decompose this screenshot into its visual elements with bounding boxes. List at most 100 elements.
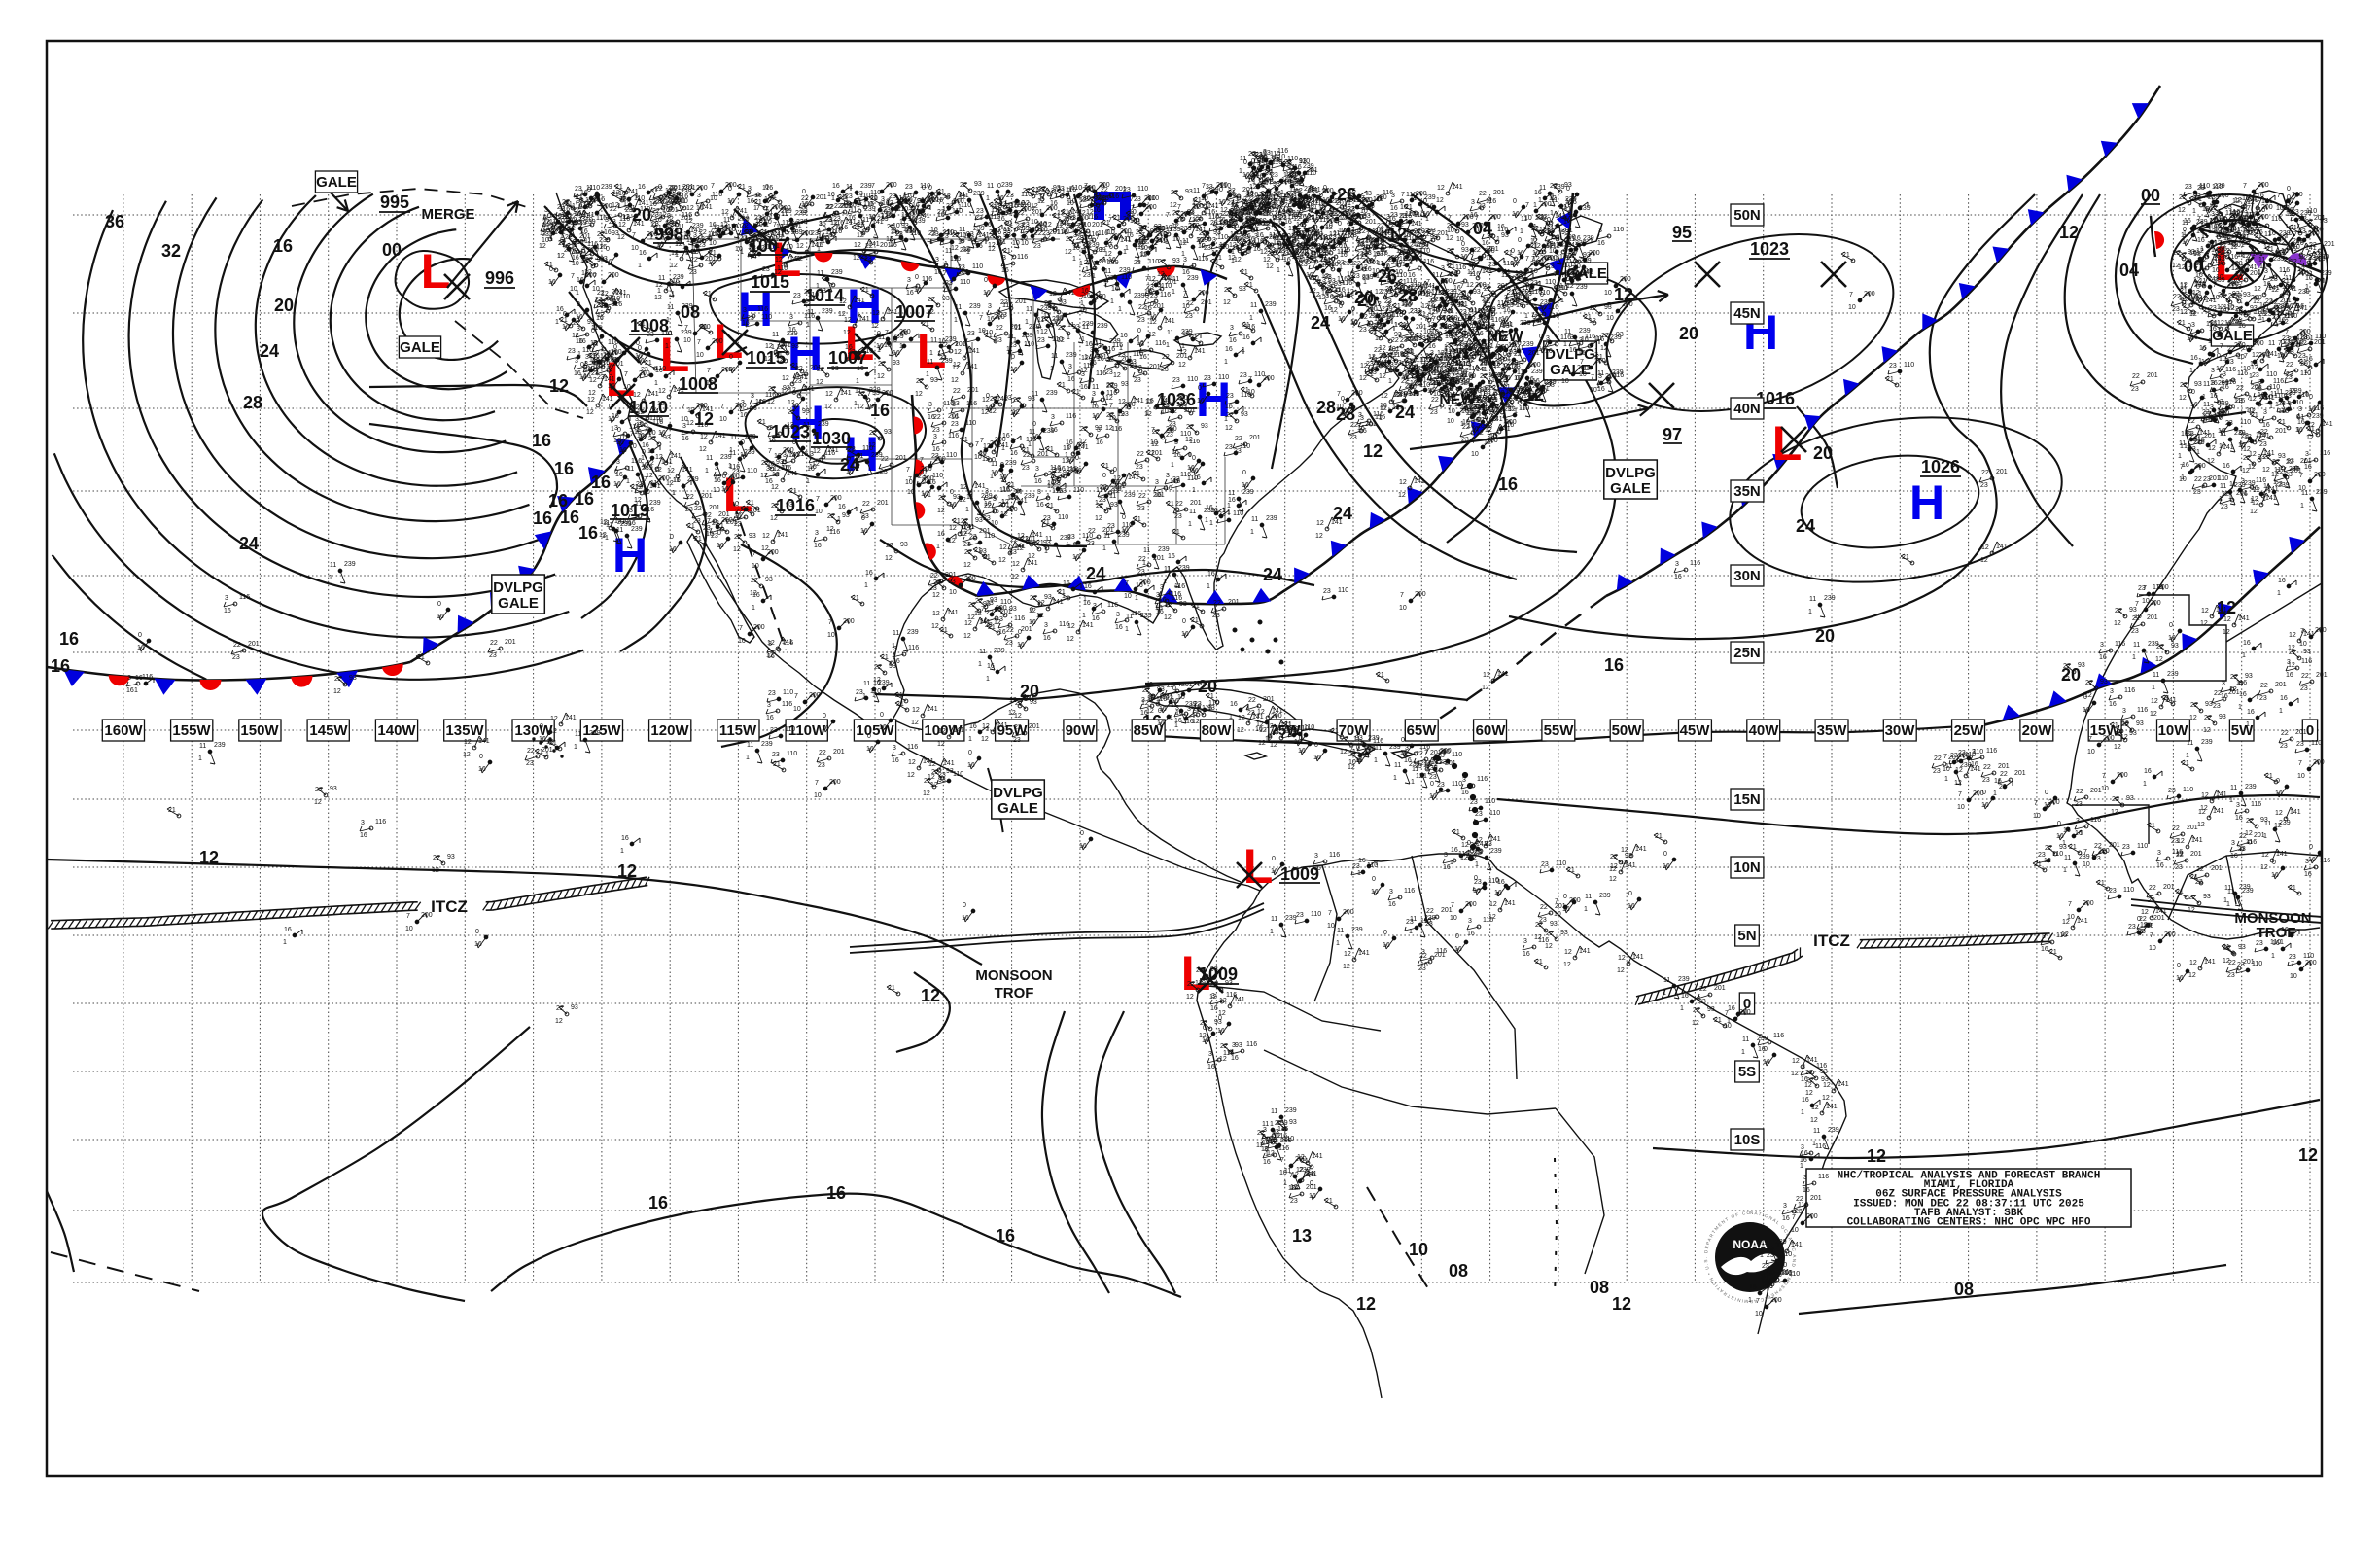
svg-text:30N: 30N xyxy=(1733,568,1761,584)
svg-text:ITCZ: ITCZ xyxy=(431,897,468,916)
svg-text:16: 16 xyxy=(996,1226,1015,1246)
svg-text:35W: 35W xyxy=(1817,722,1848,739)
svg-text:140W: 140W xyxy=(377,722,416,739)
svg-text:28: 28 xyxy=(1316,398,1336,417)
svg-text:08: 08 xyxy=(1590,1278,1609,1297)
svg-text:45N: 45N xyxy=(1733,305,1761,322)
svg-text:24: 24 xyxy=(1796,516,1815,536)
svg-text:45W: 45W xyxy=(1680,722,1711,739)
svg-text:155W: 155W xyxy=(172,722,211,739)
svg-text:50N: 50N xyxy=(1733,207,1761,224)
svg-text:10W: 10W xyxy=(2158,722,2189,739)
svg-text:00: 00 xyxy=(382,240,402,260)
svg-text:80W: 80W xyxy=(1202,722,1233,739)
svg-text:32: 32 xyxy=(161,241,181,261)
svg-text:1023: 1023 xyxy=(1750,239,1789,259)
svg-text:24: 24 xyxy=(260,341,279,361)
svg-text:GALE: GALE xyxy=(1610,480,1651,497)
svg-text:12: 12 xyxy=(1612,1294,1631,1314)
svg-text:28: 28 xyxy=(243,393,262,412)
svg-text:GALE: GALE xyxy=(316,174,357,191)
svg-text:16: 16 xyxy=(273,236,293,256)
svg-text:GALE: GALE xyxy=(498,595,539,612)
svg-text:GALE: GALE xyxy=(998,800,1038,817)
svg-text:16: 16 xyxy=(59,629,79,649)
svg-text:60W: 60W xyxy=(1476,722,1507,739)
svg-text:24: 24 xyxy=(239,534,259,553)
svg-text:20: 20 xyxy=(274,296,294,315)
svg-text:995: 995 xyxy=(380,193,409,212)
svg-text:16: 16 xyxy=(560,508,579,527)
svg-text:24: 24 xyxy=(1263,565,1282,584)
svg-text:12: 12 xyxy=(549,376,569,396)
svg-text:20: 20 xyxy=(1679,324,1698,343)
svg-text:97: 97 xyxy=(1662,425,1682,444)
svg-text:5W: 5W xyxy=(2231,722,2254,739)
svg-text:5S: 5S xyxy=(1738,1064,1756,1080)
svg-text:16: 16 xyxy=(51,656,70,676)
svg-text:DVLPG: DVLPG xyxy=(993,785,1043,801)
svg-text:120W: 120W xyxy=(650,722,689,739)
svg-text:36: 36 xyxy=(105,212,124,231)
svg-text:16: 16 xyxy=(826,1183,846,1203)
svg-text:16: 16 xyxy=(648,1193,668,1212)
svg-text:16: 16 xyxy=(554,459,574,478)
svg-text:12: 12 xyxy=(2059,223,2079,242)
svg-text:GALE: GALE xyxy=(400,339,440,356)
svg-text:40W: 40W xyxy=(1749,722,1780,739)
svg-text:30W: 30W xyxy=(1885,722,1916,739)
svg-text:16: 16 xyxy=(1604,655,1624,675)
svg-text:16: 16 xyxy=(578,523,598,543)
svg-text:DVLPG: DVLPG xyxy=(493,579,543,596)
svg-text:H: H xyxy=(1909,475,1944,530)
svg-text:00: 00 xyxy=(2141,186,2160,205)
svg-text:115W: 115W xyxy=(719,722,757,739)
svg-text:12: 12 xyxy=(617,861,637,881)
svg-text:16: 16 xyxy=(591,473,611,492)
svg-text:16: 16 xyxy=(1498,474,1518,494)
svg-text:12: 12 xyxy=(1356,1294,1376,1314)
svg-text:90W: 90W xyxy=(1066,722,1097,739)
svg-text:20: 20 xyxy=(1813,443,1833,463)
svg-text:5N: 5N xyxy=(1737,928,1756,944)
svg-text:25W: 25W xyxy=(1954,722,1985,739)
svg-text:1016: 1016 xyxy=(776,496,815,515)
svg-text:04: 04 xyxy=(2119,261,2139,280)
svg-text:10N: 10N xyxy=(1733,860,1761,876)
svg-text:13: 13 xyxy=(1292,1226,1312,1246)
svg-text:130W: 130W xyxy=(514,722,553,739)
svg-text:08: 08 xyxy=(1449,1261,1468,1281)
svg-text:35N: 35N xyxy=(1733,483,1761,500)
svg-text:15N: 15N xyxy=(1733,791,1761,808)
svg-text:12: 12 xyxy=(921,986,940,1005)
svg-text:MERGE: MERGE xyxy=(421,206,474,223)
svg-text:12: 12 xyxy=(2298,1145,2318,1165)
svg-text:10: 10 xyxy=(1409,1240,1428,1259)
svg-text:1015: 1015 xyxy=(751,272,789,292)
svg-text:160W: 160W xyxy=(104,722,143,739)
svg-text:H: H xyxy=(612,528,648,582)
svg-text:150W: 150W xyxy=(240,722,279,739)
svg-text:ITCZ: ITCZ xyxy=(1813,931,1850,950)
svg-text:12: 12 xyxy=(1363,441,1382,461)
svg-text:12: 12 xyxy=(1867,1146,1886,1166)
svg-text:24: 24 xyxy=(1311,313,1330,333)
svg-text:12: 12 xyxy=(199,848,219,867)
svg-text:DVLPG: DVLPG xyxy=(1605,465,1656,481)
svg-text:TROF: TROF xyxy=(995,985,1034,1001)
svg-text:20: 20 xyxy=(1815,626,1835,646)
svg-text:16: 16 xyxy=(532,431,551,450)
svg-text:10S: 10S xyxy=(1734,1132,1761,1148)
svg-text:105W: 105W xyxy=(856,722,894,739)
svg-text:55W: 55W xyxy=(1544,722,1575,739)
svg-text:95: 95 xyxy=(1672,223,1692,242)
svg-text:145W: 145W xyxy=(309,722,348,739)
svg-text:20W: 20W xyxy=(2022,722,2053,739)
svg-text:40N: 40N xyxy=(1733,401,1761,417)
svg-text:1026: 1026 xyxy=(1921,457,1960,476)
svg-text:08: 08 xyxy=(1954,1280,1974,1299)
svg-text:25N: 25N xyxy=(1733,645,1761,661)
svg-text:24: 24 xyxy=(1086,564,1105,583)
svg-text:L: L xyxy=(421,244,451,298)
svg-text:MONSOON: MONSOON xyxy=(975,967,1052,984)
